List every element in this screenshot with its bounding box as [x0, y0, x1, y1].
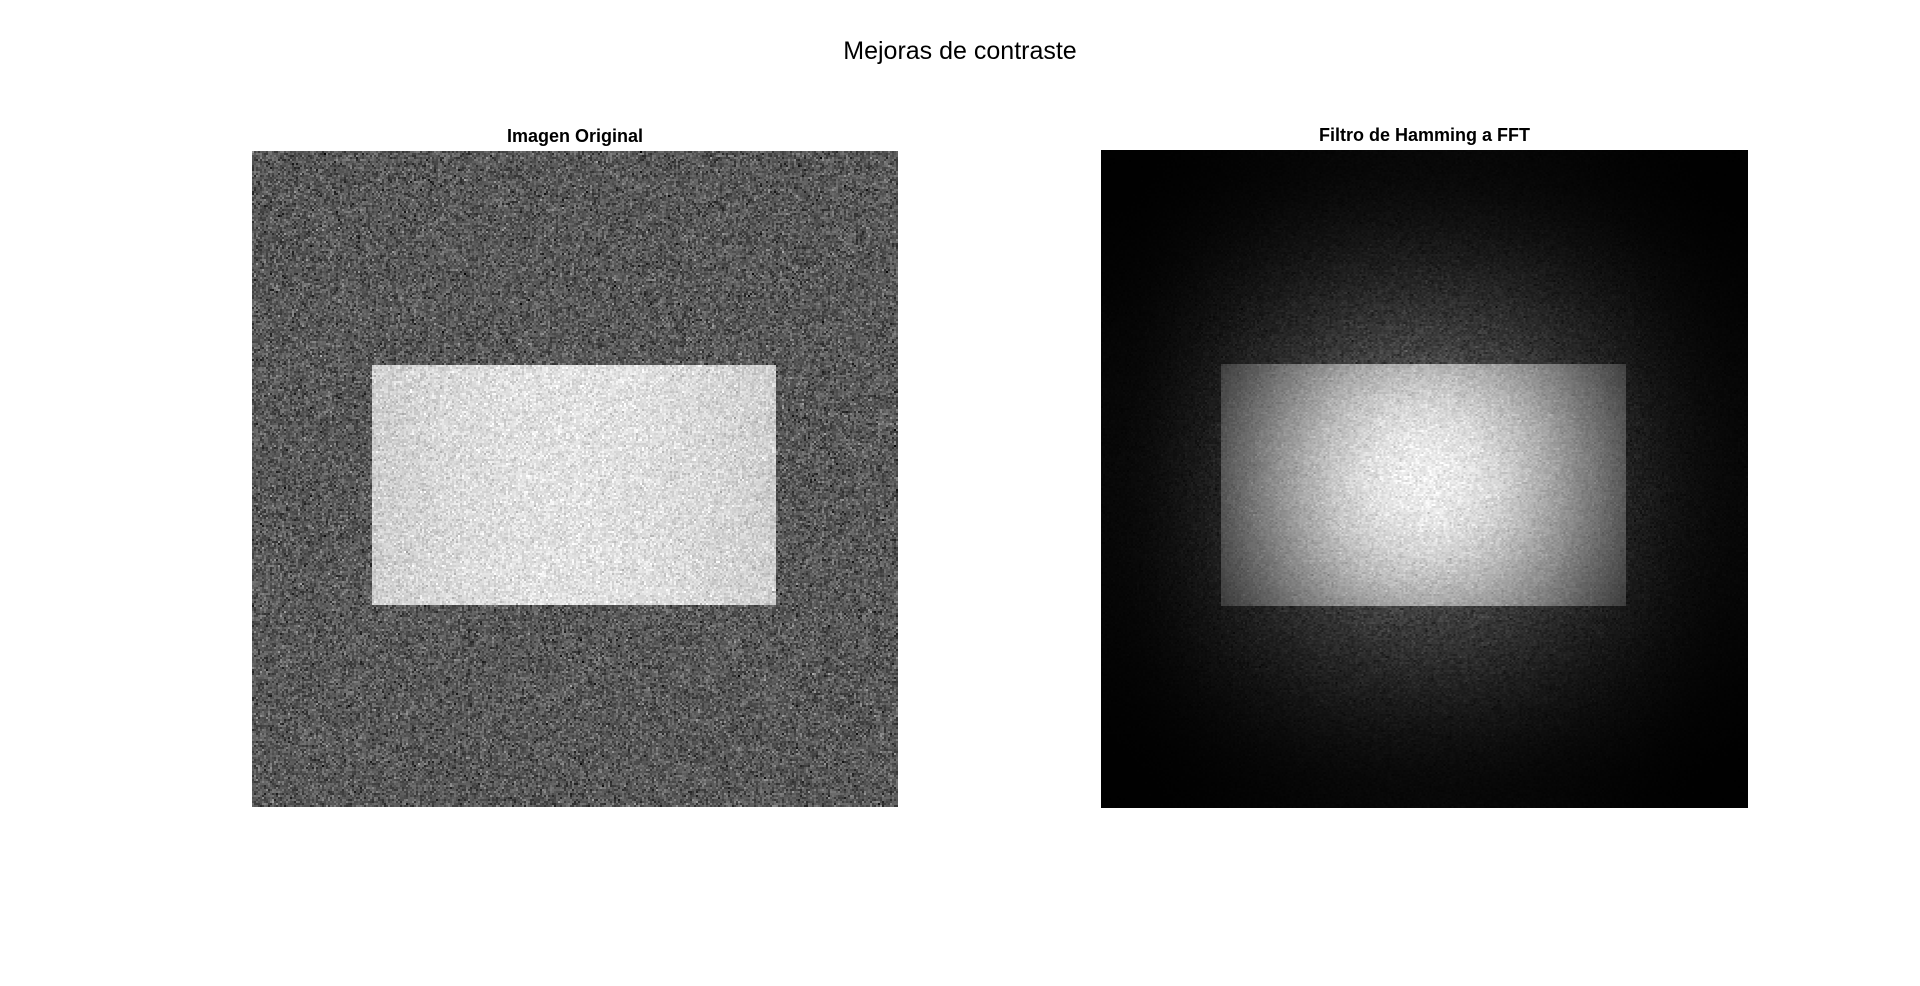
hamming-filtered-image [1101, 150, 1748, 808]
axes-title-hamming: Filtro de Hamming a FFT [1318, 125, 1530, 145]
original-image [252, 151, 898, 807]
axes-title-original: Imagen Original [506, 126, 644, 146]
figure-suptitle: Mejoras de contraste [843, 37, 1077, 65]
